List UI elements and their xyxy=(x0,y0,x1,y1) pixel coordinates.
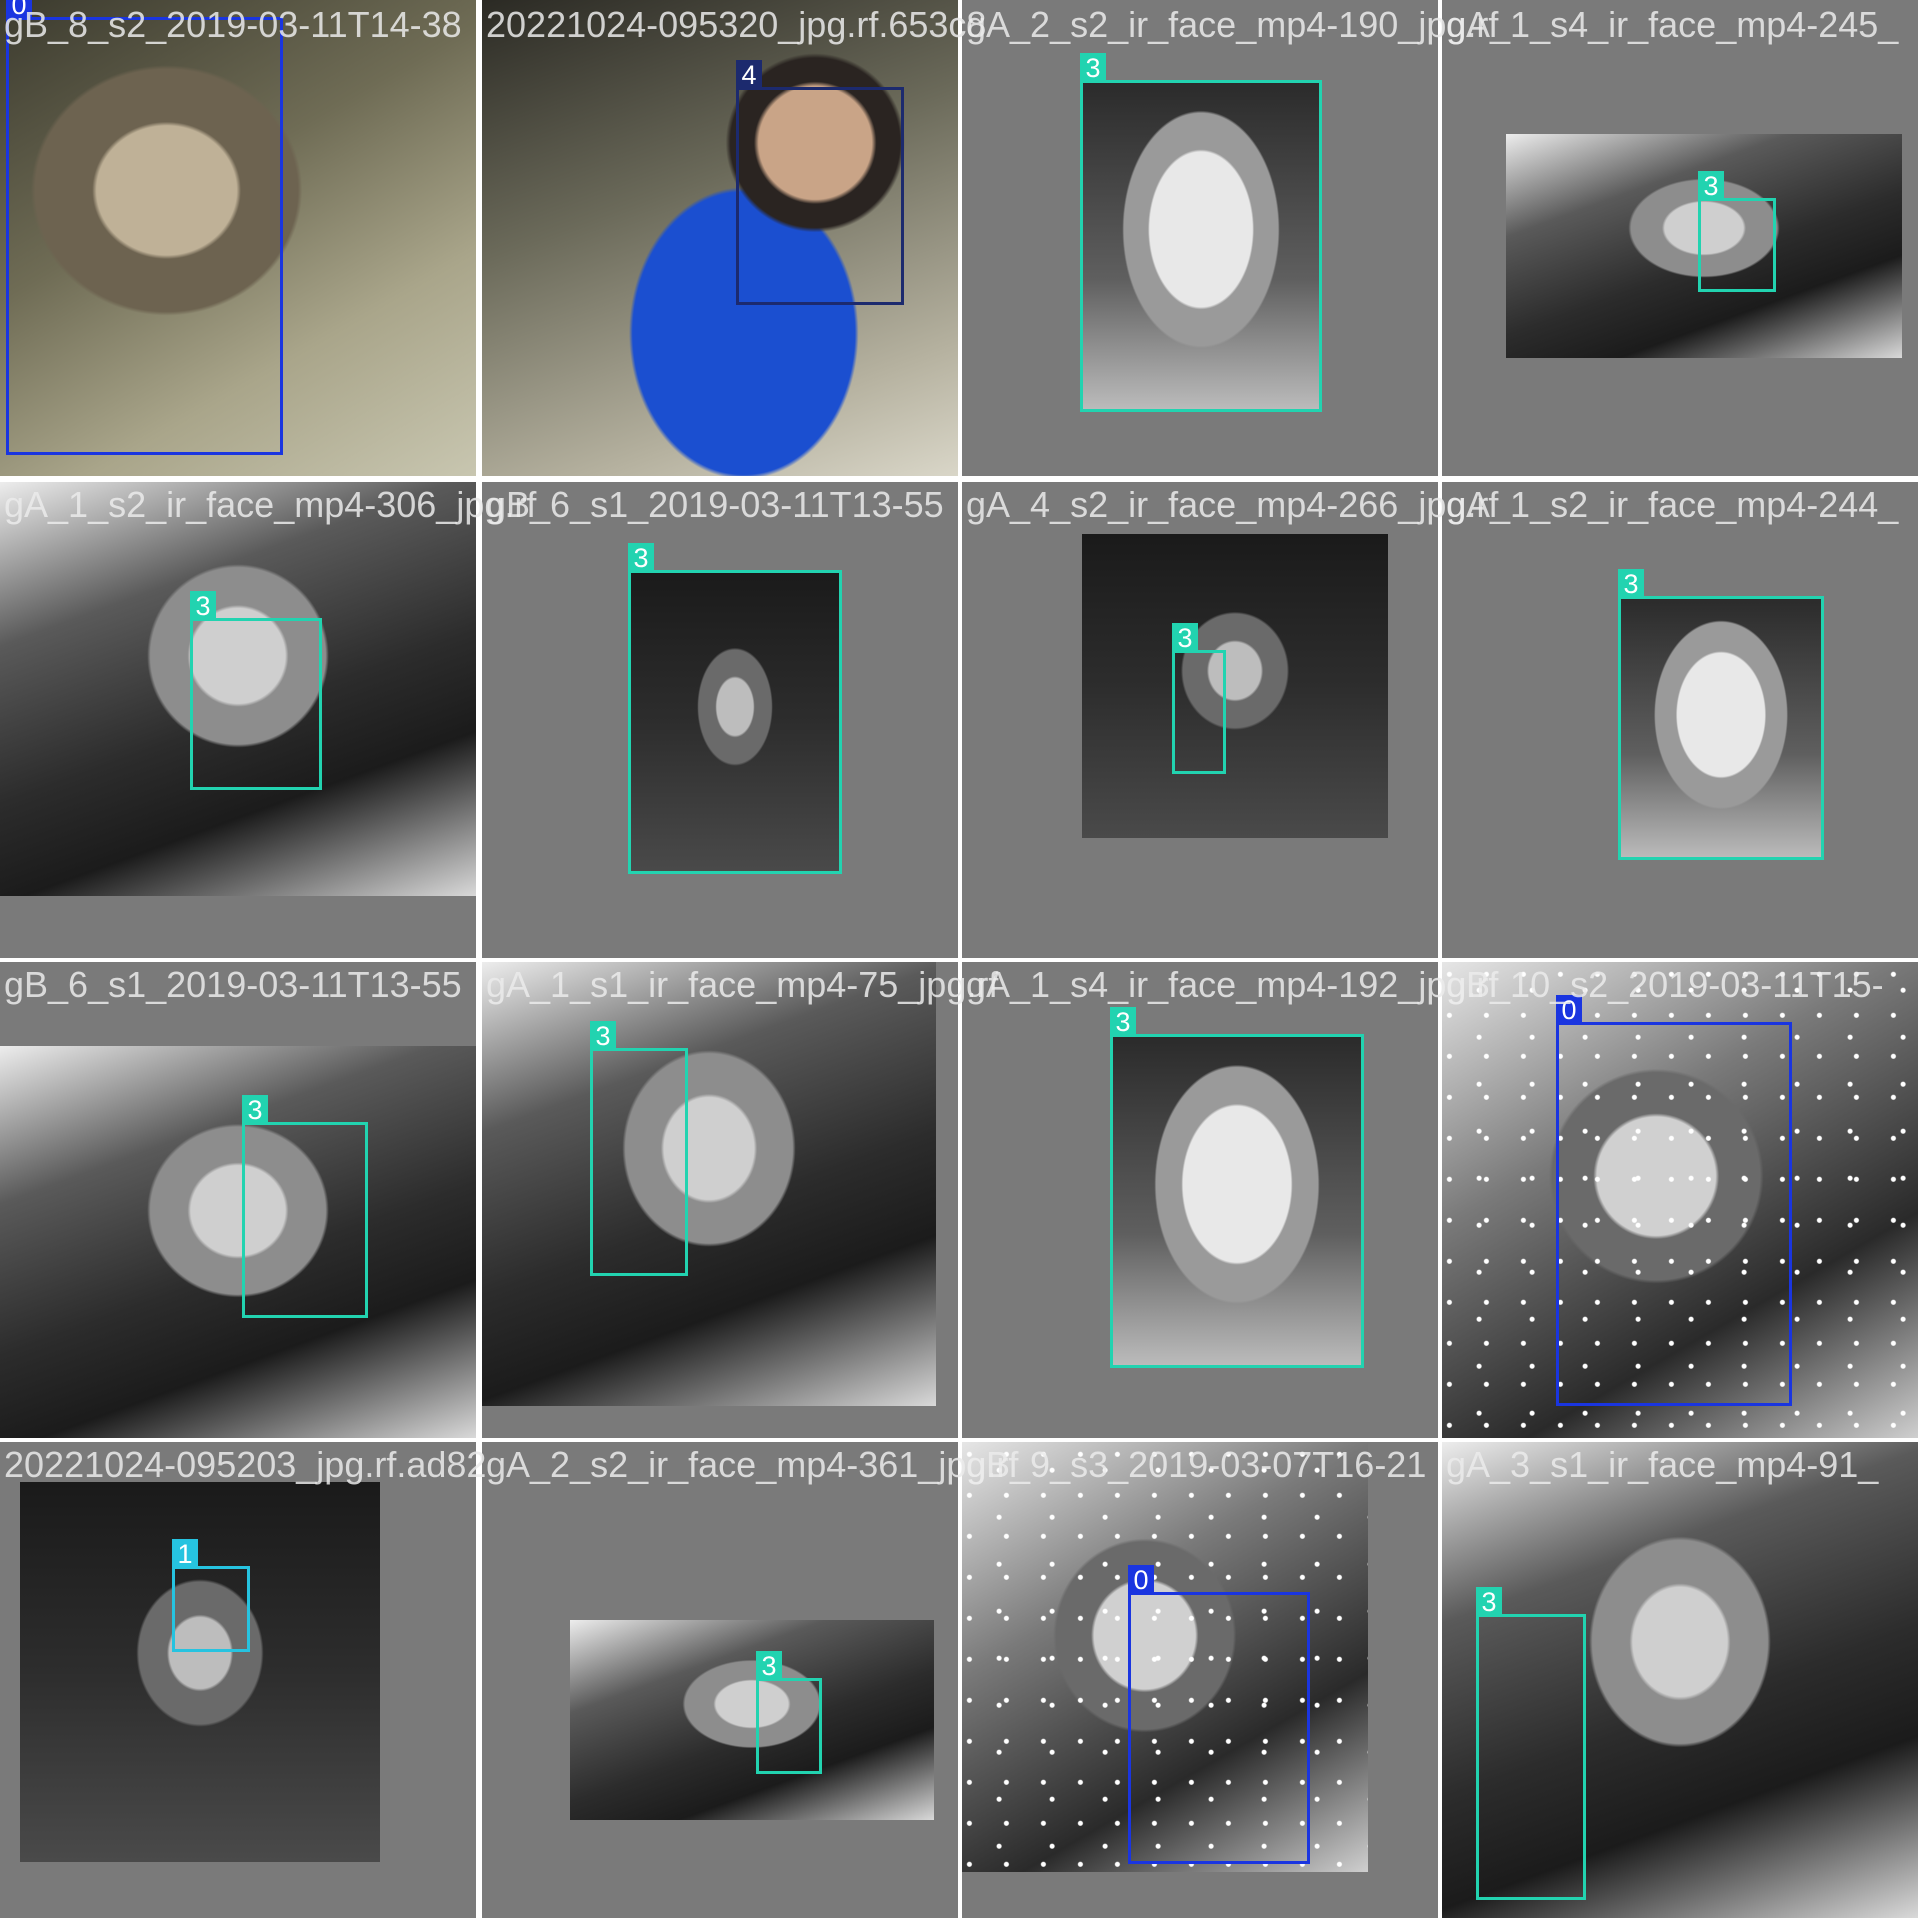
bounding-box: 3 xyxy=(590,1021,688,1276)
class-label: 1 xyxy=(172,1539,198,1569)
tile-11[interactable]: 3 xyxy=(962,962,1438,1438)
driver-photo xyxy=(1442,962,1918,1438)
driver-photo xyxy=(1082,534,1388,838)
class-label: 3 xyxy=(242,1095,268,1125)
tile-9[interactable]: 3 xyxy=(0,962,476,1438)
driver-photo xyxy=(0,482,476,896)
bounding-box: 0 xyxy=(6,0,283,455)
driver-photo xyxy=(1080,80,1322,412)
class-label: 3 xyxy=(1080,53,1106,83)
driver-photo xyxy=(1110,1034,1364,1368)
tile-15[interactable]: 0 xyxy=(962,1442,1438,1918)
tile-8[interactable]: 3 xyxy=(1442,482,1918,958)
class-label: 3 xyxy=(1618,569,1644,599)
bounding-box: 3 xyxy=(1698,171,1776,292)
tile-4[interactable]: 3 xyxy=(1442,0,1918,476)
tile-16[interactable]: 3 xyxy=(1442,1442,1918,1918)
driver-photo xyxy=(20,1482,380,1862)
driver-photo xyxy=(0,1046,476,1438)
class-label: 0 xyxy=(6,0,32,20)
driver-photo xyxy=(962,1442,1368,1872)
tile-14[interactable]: 3 xyxy=(482,1442,958,1918)
bounding-box: 3 xyxy=(1618,569,1824,860)
bounding-box: 3 xyxy=(628,543,842,874)
driver-photo xyxy=(482,0,958,476)
tile-7[interactable]: 3 xyxy=(962,482,1438,958)
class-label: 3 xyxy=(1110,1007,1136,1037)
tile-5[interactable]: 3 xyxy=(0,482,476,958)
class-label: 3 xyxy=(1476,1587,1502,1617)
driver-photo xyxy=(0,0,476,476)
tile-6[interactable]: 3 xyxy=(482,482,958,958)
bounding-box: 1 xyxy=(172,1539,250,1652)
bounding-box: 0 xyxy=(1556,995,1792,1406)
bounding-box: 3 xyxy=(190,591,322,790)
tile-10[interactable]: 3 xyxy=(482,962,958,1438)
bounding-box: 3 xyxy=(756,1651,822,1774)
class-label: 3 xyxy=(628,543,654,573)
tile-13[interactable]: 1 xyxy=(0,1442,476,1918)
class-label: 3 xyxy=(1172,623,1198,653)
tile-12[interactable]: 0 xyxy=(1442,962,1918,1438)
bounding-box: 3 xyxy=(242,1095,368,1318)
driver-photo xyxy=(1442,1442,1918,1918)
class-label: 3 xyxy=(190,591,216,621)
class-label: 3 xyxy=(1698,171,1724,201)
bounding-box: 3 xyxy=(1080,53,1322,412)
bounding-box: 3 xyxy=(1172,623,1226,774)
tile-2[interactable]: 4 xyxy=(482,0,958,476)
bounding-box: 3 xyxy=(1476,1587,1586,1900)
tile-1[interactable]: 0 xyxy=(0,0,476,476)
class-label: 0 xyxy=(1556,995,1582,1025)
driver-photo xyxy=(482,962,936,1406)
driver-photo xyxy=(1618,596,1824,860)
tile-3[interactable]: 3 xyxy=(962,0,1438,476)
driver-photo xyxy=(628,570,842,874)
driver-photo xyxy=(570,1620,934,1820)
bounding-box: 0 xyxy=(1128,1565,1310,1864)
bounding-box: 4 xyxy=(736,60,904,305)
class-label: 4 xyxy=(736,60,762,90)
class-label: 0 xyxy=(1128,1565,1154,1595)
class-label: 3 xyxy=(756,1651,782,1681)
bounding-box: 3 xyxy=(1110,1007,1364,1368)
class-label: 3 xyxy=(590,1021,616,1051)
